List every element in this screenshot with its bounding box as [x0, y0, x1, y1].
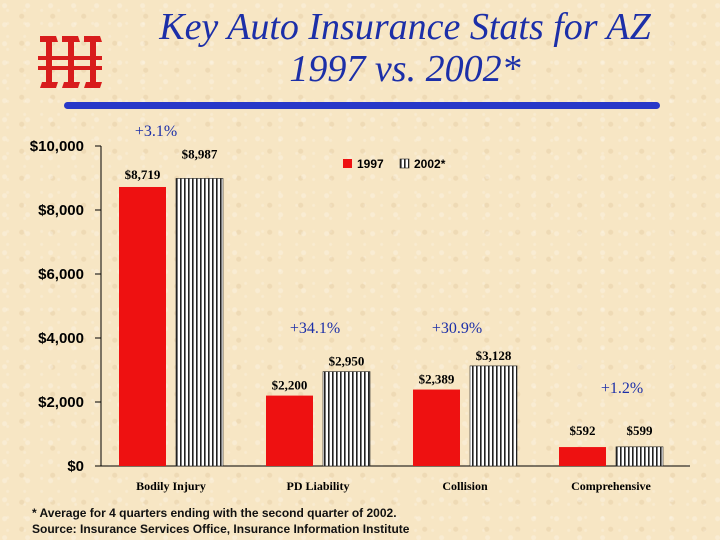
percent-change-label: +34.1%	[290, 320, 340, 337]
bar-1997	[266, 395, 313, 466]
legend-label-2002: 2002*	[414, 157, 446, 171]
data-label-1997: $2,389	[419, 372, 455, 387]
data-label-2002: $8,987	[182, 146, 218, 161]
y-tick-label: $6,000	[38, 266, 84, 283]
category-label: Bodily Injury	[136, 479, 206, 493]
bar-2002	[615, 446, 664, 467]
footnote: * Average for 4 quarters ending with the…	[32, 505, 712, 537]
percent-change-label: +1.2%	[601, 380, 643, 397]
bar-2002	[469, 365, 518, 467]
title-line-1: Key Auto Insurance Stats for AZ	[159, 6, 651, 48]
footnote-line-1: * Average for 4 quarters ending with the…	[32, 506, 397, 520]
legend-swatch-2002	[399, 158, 410, 169]
title-line-2: 1997 vs. 2002*	[289, 48, 521, 90]
footnote-source: Source: Insurance Services Office, Insur…	[32, 522, 410, 536]
title-divider	[64, 102, 660, 109]
legend-label-1997: 1997	[357, 157, 384, 171]
y-tick-label: $0	[67, 458, 84, 475]
bar-1997	[119, 186, 166, 466]
data-label-1997: $592	[570, 423, 596, 438]
y-tick-label: $2,000	[38, 394, 84, 411]
y-tick-label: $10,000	[30, 138, 84, 155]
category-label: Collision	[442, 479, 488, 493]
bar-1997	[413, 389, 460, 466]
percent-change-label: +30.9%	[432, 320, 482, 337]
data-label-2002: $599	[627, 423, 654, 438]
bar-2002	[175, 178, 224, 467]
bar-1997	[559, 447, 606, 466]
percent-change-label: +3.1%	[135, 123, 177, 140]
data-label-1997: $8,719	[125, 167, 161, 182]
data-label-2002: $3,128	[476, 348, 512, 363]
category-label: Comprehensive	[571, 479, 651, 493]
category-label: PD Liability	[286, 479, 349, 493]
legend-swatch-1997	[343, 159, 352, 168]
iii-logo-icon	[38, 36, 102, 88]
data-label-2002: $2,950	[329, 354, 365, 369]
data-label-1997: $2,200	[272, 378, 308, 393]
y-tick-label: $4,000	[38, 330, 84, 347]
y-tick-label: $8,000	[38, 202, 84, 219]
page-title: Key Auto Insurance Stats for AZ 1997 vs.…	[110, 6, 700, 90]
bar-2002	[322, 371, 371, 467]
